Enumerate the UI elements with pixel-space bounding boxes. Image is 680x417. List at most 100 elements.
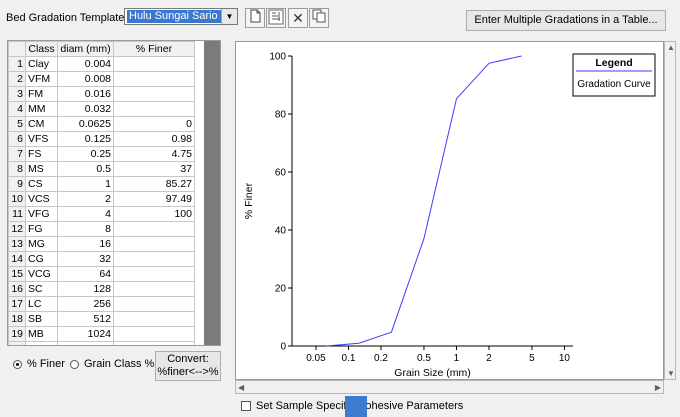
class-cell[interactable]: SB (25, 311, 58, 327)
column-header-class[interactable]: Class (25, 41, 58, 57)
finer-cell[interactable] (113, 101, 195, 117)
finer-cell[interactable] (113, 281, 195, 297)
diam-cell[interactable]: 0.125 (57, 131, 114, 147)
scroll-left-icon[interactable]: ◀ (238, 383, 245, 392)
column-header-finer[interactable]: % Finer (113, 41, 195, 57)
table-row[interactable]: 6 VFS 0.125 0.98 (8, 131, 195, 147)
class-cell[interactable]: VFM (25, 71, 58, 87)
new-page-icon[interactable] (245, 8, 265, 28)
class-cell[interactable]: FM (25, 86, 58, 102)
diam-cell[interactable]: 0.004 (57, 56, 114, 72)
table-row[interactable]: 19 MB 1024 (8, 326, 195, 342)
table-row[interactable]: 9 CS 1 85.27 (8, 176, 195, 192)
table-row[interactable]: 16 SC 128 (8, 281, 195, 297)
table-row[interactable]: 8 MS 0.5 37 (8, 161, 195, 177)
cohesive-parameters-checkbox[interactable] (241, 401, 251, 411)
diam-cell[interactable]: 32 (57, 251, 114, 267)
table-row[interactable]: 13 MG 16 (8, 236, 195, 252)
grain-class-radio[interactable] (70, 360, 79, 369)
class-cell[interactable]: FG (25, 221, 58, 237)
class-cell[interactable]: MB (25, 326, 58, 342)
table-row[interactable]: 15 VCG 64 (8, 266, 195, 282)
diam-cell[interactable]: 8 (57, 221, 114, 237)
class-cell[interactable]: SC (25, 281, 58, 297)
finer-cell[interactable] (113, 56, 195, 72)
table-row[interactable]: 17 LC 256 (8, 296, 195, 312)
finer-cell[interactable]: 0 (113, 116, 195, 132)
finer-cell[interactable]: 97.49 (113, 191, 195, 207)
finer-cell[interactable]: 0.98 (113, 131, 195, 147)
copy-icon[interactable] (309, 8, 329, 28)
class-cell[interactable]: LB (25, 341, 58, 345)
class-cell[interactable]: Clay (25, 56, 58, 72)
class-cell[interactable]: VCG (25, 266, 58, 282)
finer-cell[interactable] (113, 251, 195, 267)
chart-vertical-scrollbar[interactable]: ▲ ▼ (664, 41, 676, 380)
finer-cell[interactable]: 37 (113, 161, 195, 177)
table-row[interactable]: 10 VCS 2 97.49 (8, 191, 195, 207)
finer-cell[interactable] (113, 296, 195, 312)
diam-cell[interactable]: 2 (57, 191, 114, 207)
diam-cell[interactable]: 4 (57, 206, 114, 222)
diam-cell[interactable]: 256 (57, 296, 114, 312)
finer-cell[interactable] (113, 311, 195, 327)
sort-icon[interactable] (266, 8, 286, 28)
class-cell[interactable]: LC (25, 296, 58, 312)
convert-button[interactable]: Convert: %finer<-->% (155, 351, 221, 381)
diam-cell[interactable]: 0.016 (57, 86, 114, 102)
chart-horizontal-scrollbar[interactable]: ◀ ▶ (235, 380, 664, 394)
class-cell[interactable]: MS (25, 161, 58, 177)
class-cell[interactable]: VCS (25, 191, 58, 207)
enter-multiple-gradations-button[interactable]: Enter Multiple Gradations in a Table... (466, 10, 666, 31)
chevron-down-icon[interactable]: ▼ (221, 9, 237, 24)
diam-cell[interactable]: 1 (57, 176, 114, 192)
class-cell[interactable]: CG (25, 251, 58, 267)
class-cell[interactable]: MM (25, 101, 58, 117)
finer-cell[interactable] (113, 326, 195, 342)
table-row[interactable]: 12 FG 8 (8, 221, 195, 237)
scroll-right-icon[interactable]: ▶ (654, 383, 661, 392)
diam-cell[interactable]: 2048 (57, 341, 114, 345)
table-row[interactable]: 1 Clay 0.004 (8, 56, 195, 72)
table-row[interactable]: 11 VFG 4 100 (8, 206, 195, 222)
template-select[interactable]: Hulu Sungai Sario ▼ (124, 8, 238, 25)
finer-cell[interactable] (113, 221, 195, 237)
diam-cell[interactable]: 0.25 (57, 146, 114, 162)
table-row[interactable]: 5 CM 0.0625 0 (8, 116, 195, 132)
finer-cell[interactable]: 85.27 (113, 176, 195, 192)
diam-cell[interactable]: 16 (57, 236, 114, 252)
table-row[interactable]: 18 SB 512 (8, 311, 195, 327)
scroll-up-icon[interactable]: ▲ (667, 43, 675, 52)
diam-cell[interactable]: 128 (57, 281, 114, 297)
table-row[interactable]: 20LB2048 (8, 341, 195, 345)
gradation-grid[interactable]: Class diam (mm) % Finer 1 Clay 0.004 2 VFM 0.… (7, 40, 221, 346)
finer-cell[interactable]: 4.75 (113, 146, 195, 162)
finer-cell[interactable] (113, 86, 195, 102)
grid-scrollbar[interactable] (204, 41, 220, 345)
class-cell[interactable]: MG (25, 236, 58, 252)
finer-cell[interactable] (113, 341, 195, 345)
diam-cell[interactable]: 0.5 (57, 161, 114, 177)
class-cell[interactable]: CS (25, 176, 58, 192)
finer-cell[interactable] (113, 266, 195, 282)
class-cell[interactable]: CM (25, 116, 58, 132)
class-cell[interactable]: FS (25, 146, 58, 162)
diam-cell[interactable]: 1024 (57, 326, 114, 342)
diam-cell[interactable]: 512 (57, 311, 114, 327)
table-row[interactable]: 4 MM 0.032 (8, 101, 195, 117)
class-cell[interactable]: VFS (25, 131, 58, 147)
table-row[interactable]: 2 VFM 0.008 (8, 71, 195, 87)
finer-cell[interactable] (113, 71, 195, 87)
table-row[interactable]: 3 FM 0.016 (8, 86, 195, 102)
table-row[interactable]: 14 CG 32 (8, 251, 195, 267)
scroll-down-icon[interactable]: ▼ (667, 369, 675, 378)
diam-cell[interactable]: 64 (57, 266, 114, 282)
finer-cell[interactable] (113, 236, 195, 252)
column-header-diam[interactable]: diam (mm) (57, 41, 114, 57)
table-row[interactable]: 7 FS 0.25 4.75 (8, 146, 195, 162)
class-cell[interactable]: VFG (25, 206, 58, 222)
taskbar-app-icon[interactable] (345, 396, 367, 417)
finer-cell[interactable]: 100 (113, 206, 195, 222)
diam-cell[interactable]: 0.032 (57, 101, 114, 117)
diam-cell[interactable]: 0.0625 (57, 116, 114, 132)
